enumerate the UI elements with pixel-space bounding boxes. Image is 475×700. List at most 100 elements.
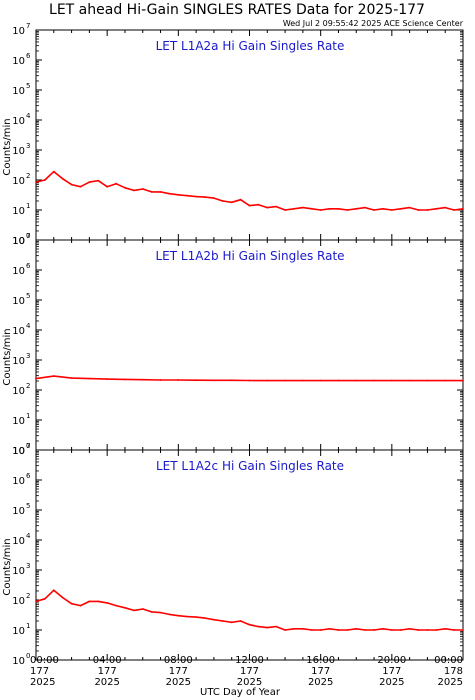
data-point: [79, 604, 82, 607]
data-point: [221, 620, 224, 622]
data-point: [70, 183, 73, 186]
data-point: [44, 179, 46, 181]
y-tick-exponent: 2: [26, 592, 30, 600]
y-tick-label: 10: [12, 356, 25, 367]
y-tick-exponent: 2: [26, 382, 30, 390]
data-point: [284, 209, 286, 211]
x-axis-label: UTC Day of Year: [200, 687, 281, 698]
data-point: [390, 629, 393, 631]
data-point: [337, 629, 340, 631]
data-point: [168, 613, 171, 616]
data-point: [115, 182, 117, 185]
data-point: [435, 629, 438, 631]
y-tick-exponent: 3: [26, 352, 30, 360]
data-point: [124, 186, 126, 189]
data-point: [382, 207, 384, 210]
data-point: [159, 379, 162, 381]
y-tick-label: 10: [12, 566, 25, 577]
data-point: [177, 379, 180, 381]
data-point: [355, 207, 358, 210]
data-point: [399, 207, 402, 210]
y-tick-label: 10: [12, 476, 25, 487]
data-point: [364, 629, 366, 631]
y-tick-exponent: 5: [26, 502, 30, 510]
data-point: [408, 627, 411, 630]
y-tick-label: 10: [12, 446, 25, 457]
data-point: [79, 185, 82, 188]
y-tick-exponent: 6: [26, 472, 31, 480]
data-point: [213, 618, 215, 621]
y-tick-label: 10: [12, 266, 25, 277]
data-point: [328, 627, 331, 630]
x-tick-doy: 177: [98, 666, 117, 677]
data-point: [159, 191, 162, 193]
y-tick-exponent: 4: [26, 112, 31, 120]
chart-title: LET ahead Hi-Gain SINGLES RATES Data for…: [49, 2, 425, 18]
data-point: [168, 192, 171, 195]
x-tick-time: 00:00: [30, 655, 59, 666]
y-tick-label: 10: [12, 236, 25, 247]
data-point: [266, 379, 269, 382]
data-point: [230, 621, 233, 624]
data-point: [346, 629, 349, 631]
data-point: [88, 600, 91, 603]
data-point: [266, 206, 269, 209]
data-point: [408, 206, 411, 209]
data-point: [248, 623, 251, 626]
data-point: [462, 207, 464, 210]
y-tick-label: 10: [12, 386, 25, 397]
data-point: [61, 177, 64, 180]
data-point: [106, 378, 109, 380]
data-point: [230, 379, 233, 382]
data-point: [302, 379, 304, 382]
y-tick-exponent: 1: [26, 202, 30, 210]
data-point: [177, 614, 180, 617]
data-point: [124, 378, 126, 381]
data-point: [106, 602, 109, 604]
y-tick-exponent: 0: [26, 442, 30, 450]
x-tick-doy: 177: [240, 666, 259, 677]
data-point: [373, 209, 375, 211]
x-tick-doy: 177: [169, 666, 188, 677]
data-point: [106, 185, 109, 188]
data-point: [195, 616, 198, 618]
y-tick-label: 10: [12, 146, 25, 157]
data-point: [150, 191, 153, 193]
data-point: [302, 627, 304, 630]
panel-frame: [35, 449, 464, 661]
data-point: [426, 379, 429, 382]
data-point: [97, 179, 100, 182]
x-tick-time: 04:00: [93, 655, 122, 666]
y-tick-label: 10: [12, 446, 25, 457]
y-tick-exponent: 2: [26, 172, 30, 180]
data-point: [337, 207, 340, 210]
y-tick-exponent: 0: [26, 232, 30, 240]
y-tick-label: 10: [12, 596, 25, 607]
y-tick-label: 10: [12, 56, 25, 67]
y-tick-exponent: 3: [26, 142, 30, 150]
data-point: [444, 627, 447, 630]
data-point: [453, 629, 455, 631]
data-point: [35, 600, 37, 603]
data-point: [141, 188, 144, 190]
data-point: [426, 629, 429, 631]
y-tick-exponent: 5: [26, 82, 30, 90]
panel-title: LET L1A2c Hi Gain Singles Rate: [156, 459, 344, 473]
y-tick-label: 10: [12, 176, 25, 187]
y-tick-exponent: 7: [26, 232, 30, 240]
timestamp: Wed Jul 2 09:55:42 2025 ACE Science Cent…: [283, 19, 464, 28]
y-tick-label: 10: [12, 536, 25, 547]
series-line: [35, 170, 464, 211]
data-point: [284, 379, 286, 382]
data-point: [266, 626, 269, 629]
data-point: [293, 207, 295, 210]
y-tick-exponent: 1: [26, 412, 30, 420]
x-tick-year: 2025: [237, 677, 262, 688]
x-axis-tick-labels: 00:00177202504:00177202508:00177202512:0…: [30, 655, 463, 688]
data-point: [257, 203, 260, 206]
data-point: [88, 377, 91, 380]
data-point: [382, 627, 384, 630]
